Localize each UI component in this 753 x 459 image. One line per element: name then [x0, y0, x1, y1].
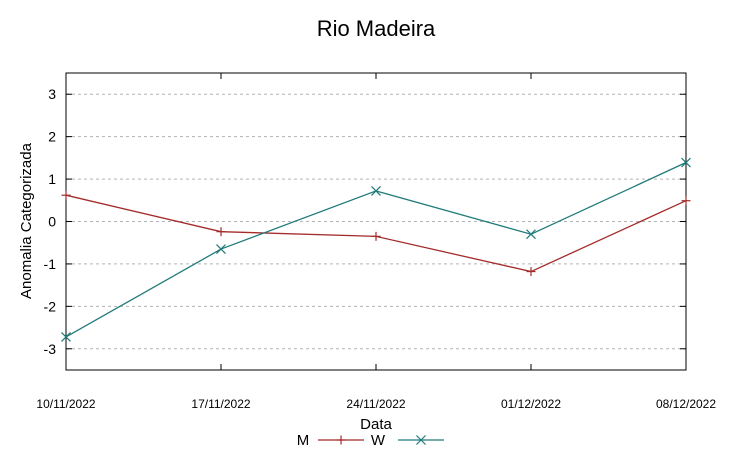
x-tick-label: 08/12/2022 [656, 397, 716, 411]
y-tick-label: -1 [44, 256, 57, 272]
data-point-w [681, 157, 691, 168]
data-point-w [526, 229, 536, 240]
legend-label-w: W [371, 432, 386, 449]
y-tick-label: 0 [48, 214, 56, 230]
x-tick-label: 01/12/2022 [501, 397, 561, 411]
x-tick-label: 17/11/2022 [191, 397, 250, 411]
y-tick-label: 2 [48, 129, 56, 145]
y-tick-label: -2 [44, 298, 57, 314]
series-group [61, 157, 691, 342]
chart-title: Rio Madeira [317, 16, 436, 41]
y-ticks: -3 -2 -1 0 1 2 3 [44, 86, 686, 357]
y-tick-label: 3 [48, 86, 56, 102]
x-tick-label: 10/11/2022 [36, 397, 95, 411]
x-tick-label: 24/11/2022 [346, 397, 405, 411]
y-grid-lines [66, 93, 686, 350]
data-point-w [61, 331, 71, 342]
y-tick-label: -3 [44, 341, 57, 357]
legend-marker-w [416, 435, 426, 445]
data-point-w [371, 186, 381, 196]
data-point-w [216, 244, 226, 255]
x-axis-label: Data [360, 416, 392, 433]
legend-label-m: M [297, 432, 310, 449]
y-tick-label: 1 [48, 171, 56, 187]
x-ticks: 10/11/2022 17/11/2022 24/11/2022 01/12/2022… [36, 73, 716, 411]
y-axis-label: Anomalia Categorizada [18, 142, 35, 299]
series-line-w [65, 161, 687, 338]
